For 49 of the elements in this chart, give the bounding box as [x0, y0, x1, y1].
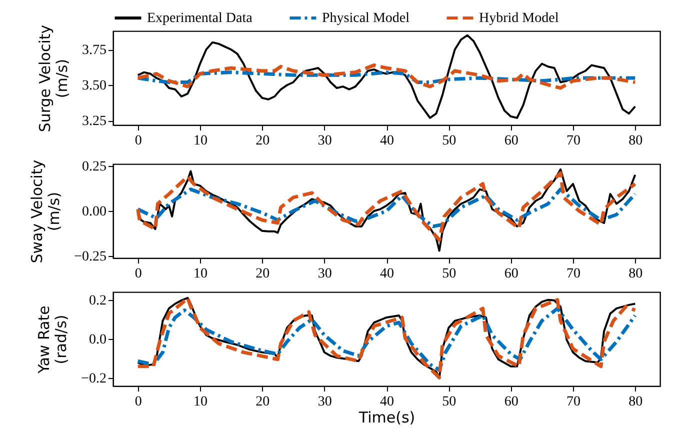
line-series [136, 34, 636, 119]
x-tick-label: 70 [566, 266, 580, 282]
y-tick-label: 0.25 [82, 159, 106, 174]
x-tick-label: 50 [442, 266, 456, 282]
y-tick-label: −0.25 [74, 250, 106, 265]
x-tick-label: 10 [194, 266, 208, 282]
y-axis-title: Yaw Rate (rad/s) [35, 306, 70, 374]
y-tick-label: −0.2 [81, 372, 106, 387]
line-series [136, 188, 637, 228]
x-tick-label: 70 [566, 394, 580, 410]
x-tick-label: 0 [134, 266, 142, 282]
x-tick-label: 40 [380, 134, 394, 148]
x-tick-label: 40 [380, 394, 394, 410]
x-tick-label: 80 [628, 134, 643, 148]
y-tick-label: 0.2 [89, 293, 106, 308]
legend-label: Hybrid Model [479, 11, 559, 26]
x-tick-label: 30 [318, 266, 332, 282]
y-axis-title: Sway Velocity (m/s) [28, 160, 64, 264]
x-tick-label: 50 [442, 134, 456, 148]
x-tick-label: 10 [194, 134, 208, 148]
x-tick-label: 50 [442, 394, 456, 410]
y-tick-label: 3.50 [82, 78, 106, 94]
line-series [136, 70, 637, 84]
line-series [136, 63, 637, 90]
x-tick-label: 70 [566, 134, 580, 148]
x-tick-label: 20 [256, 394, 270, 410]
x-tick-label: 60 [504, 266, 518, 282]
line-series [136, 171, 637, 242]
y-tick-label: 0.0 [89, 332, 106, 348]
x-tick-label: 0 [134, 394, 142, 410]
x-tick-label: 80 [628, 266, 643, 282]
x-tick-label: 60 [504, 134, 518, 148]
x-axis-title: Time(s) [358, 408, 416, 426]
y-tick-label: 0.00 [82, 204, 106, 220]
x-tick-label: 80 [628, 394, 643, 410]
legend-label: Experimental Data [147, 11, 254, 26]
x-tick-label: 30 [318, 394, 332, 410]
x-tick-label: 10 [194, 394, 208, 410]
y-tick-label: 3.25 [82, 114, 106, 130]
line-series [136, 306, 637, 372]
y-axis-title: Surge Velocity (m/s) [36, 24, 71, 132]
x-tick-label: 20 [256, 266, 270, 282]
y-tick-label: 3.75 [82, 43, 106, 58]
x-tick-label: 30 [318, 134, 332, 148]
legend-label: Physical Model [322, 11, 410, 26]
x-tick-label: 60 [504, 394, 518, 410]
x-tick-label: 40 [380, 266, 394, 282]
x-tick-label: 0 [134, 134, 142, 148]
x-tick-label: 20 [256, 134, 270, 148]
